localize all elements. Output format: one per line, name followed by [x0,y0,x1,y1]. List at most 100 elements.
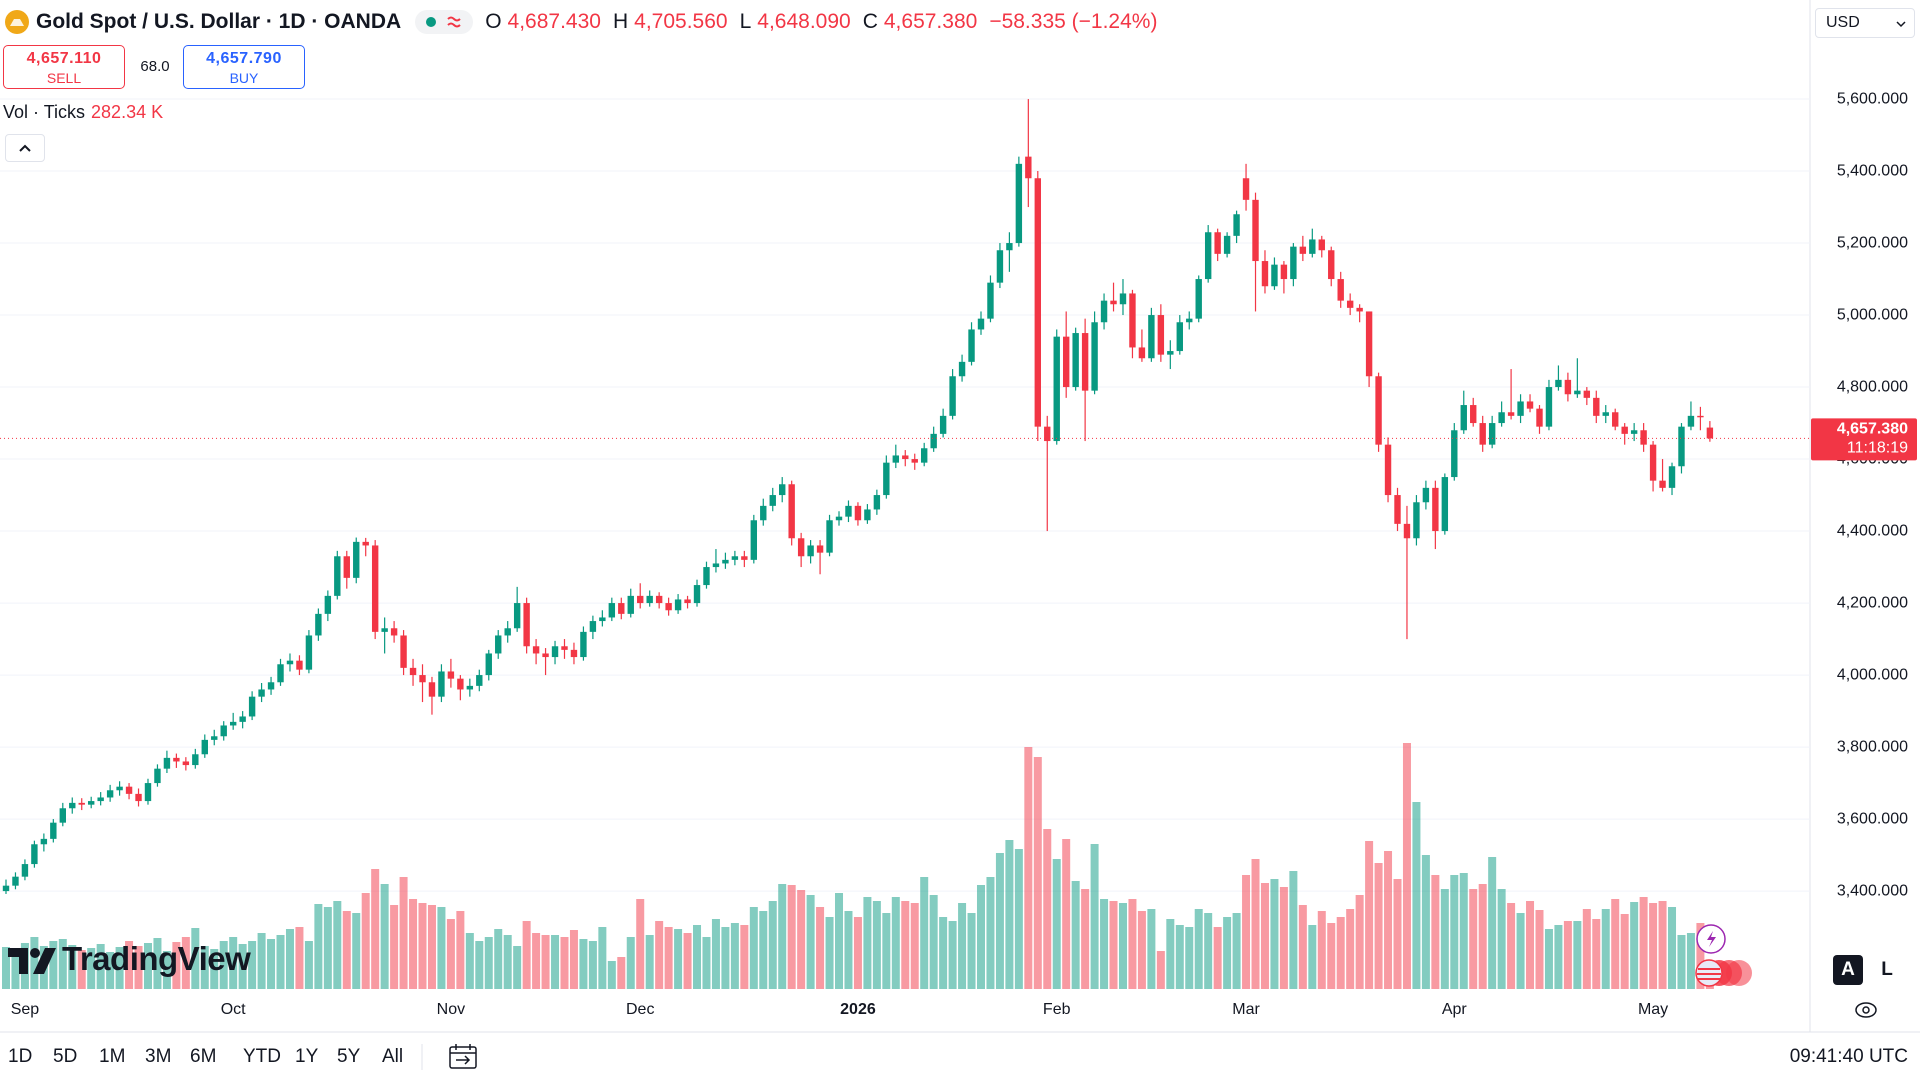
volume-bar [1052,859,1061,989]
event-icons[interactable] [1693,924,1763,990]
volume-bar [958,903,967,989]
range-button[interactable]: 1D [8,1046,33,1067]
volume-bar [1668,907,1677,989]
volume-bar [77,950,86,989]
log-scale-button[interactable]: L [1881,959,1893,980]
volume-bar [1450,875,1459,989]
candle-body [1299,246,1307,254]
y-tick-label: 5,000.000 [1837,306,1908,323]
date-range-icon[interactable] [447,1043,479,1071]
volume-title: Vol · Ticks [3,102,86,122]
candle-body [854,505,862,521]
candle-body [589,621,597,632]
volume-bar [1677,935,1686,989]
volume-bar [1118,903,1127,989]
range-button[interactable]: 1Y [295,1046,319,1067]
candle-body [693,585,701,604]
volume-bar [1223,917,1232,989]
volume-bar [816,907,825,989]
chevron-up [19,144,31,152]
range-button[interactable]: 5D [53,1046,78,1067]
chevron-down [1896,21,1906,28]
volume-bar [200,946,209,989]
volume-bar [229,937,238,989]
candle-body [1564,379,1572,395]
sell-button[interactable]: 4,657.110 SELL [3,45,125,89]
candle-body [106,790,114,798]
candle-body [1261,261,1269,287]
candle-body [958,361,966,377]
volume-bar [1166,919,1175,989]
volume-bar [513,946,522,989]
candle-body [618,603,625,614]
volume-bar [153,938,162,989]
candle-body [390,628,398,636]
candle-body [1441,477,1449,532]
buy-button[interactable]: 4,657.790 BUY [183,45,305,89]
candle-body [1460,405,1467,431]
candle-body [542,653,549,658]
volume-bar [1185,927,1194,989]
clock[interactable]: 09:41:40 UTC [1789,1046,1908,1067]
collapse-button[interactable] [5,134,45,162]
y-tick-label: 4,800.000 [1837,378,1908,395]
close-label: C [862,10,878,33]
candle-body [1233,214,1240,236]
candle-body [532,646,540,654]
volume-bar [1100,899,1109,989]
candle-body [1621,426,1628,434]
candle-body [703,567,710,586]
volume-bar [1573,921,1582,989]
candle-body [1204,232,1212,280]
range-button[interactable]: 5Y [337,1046,361,1067]
currency-select[interactable]: USD [1815,8,1915,38]
volume-bar [645,935,654,989]
settings-icon[interactable] [1853,998,1879,1022]
candle-body [779,484,786,496]
volume-bar [1175,925,1184,989]
volume-bar [409,899,418,989]
range-button[interactable]: 1M [99,1046,126,1067]
volume-bar [1213,927,1222,989]
volume-bar [579,939,588,989]
candle-body [1545,387,1553,427]
close-value: 4,657.380 [883,10,978,33]
volume-bar [427,905,436,989]
watermark[interactable]: TradingView [62,940,251,977]
volume-bar [711,919,720,989]
volume-bar [1696,923,1705,989]
candle-body [419,675,426,683]
candle-body [144,783,152,802]
y-tick-label: 4,400.000 [1837,522,1908,539]
auto-scale-button[interactable]: A [1833,955,1863,985]
candle-body [1602,412,1609,416]
candle-body [381,628,388,632]
range-button[interactable]: YTD [243,1046,281,1067]
volume-bar [314,904,323,989]
range-button[interactable]: All [382,1046,404,1067]
volume-bar [295,927,304,989]
x-tick-label: Mar [1232,1001,1260,1018]
candle-body [845,505,852,517]
volume-bar [1298,905,1307,989]
volume-bar [1260,883,1269,989]
symbol-title[interactable]: Gold Spot / U.S. Dollar · 1D · OANDA [36,10,402,33]
candle-body [1157,315,1165,355]
candle-body [987,282,994,319]
volume-bar [1421,855,1430,989]
range-button[interactable]: 3M [145,1046,172,1067]
candle-body [883,462,890,496]
candle-body [21,864,29,877]
volume-bar [569,930,578,989]
candle-body [1517,401,1524,416]
candle-body [163,757,171,769]
volume-bar [181,937,190,989]
candle-body [873,495,881,510]
candle-body [154,768,161,784]
candle-body [911,459,918,463]
x-tick-label: Sep [11,1001,40,1018]
range-button[interactable]: 6M [190,1046,217,1067]
market-status[interactable] [415,10,474,34]
candle-body [1072,333,1079,388]
volume-value: 282.34 K [91,102,164,122]
